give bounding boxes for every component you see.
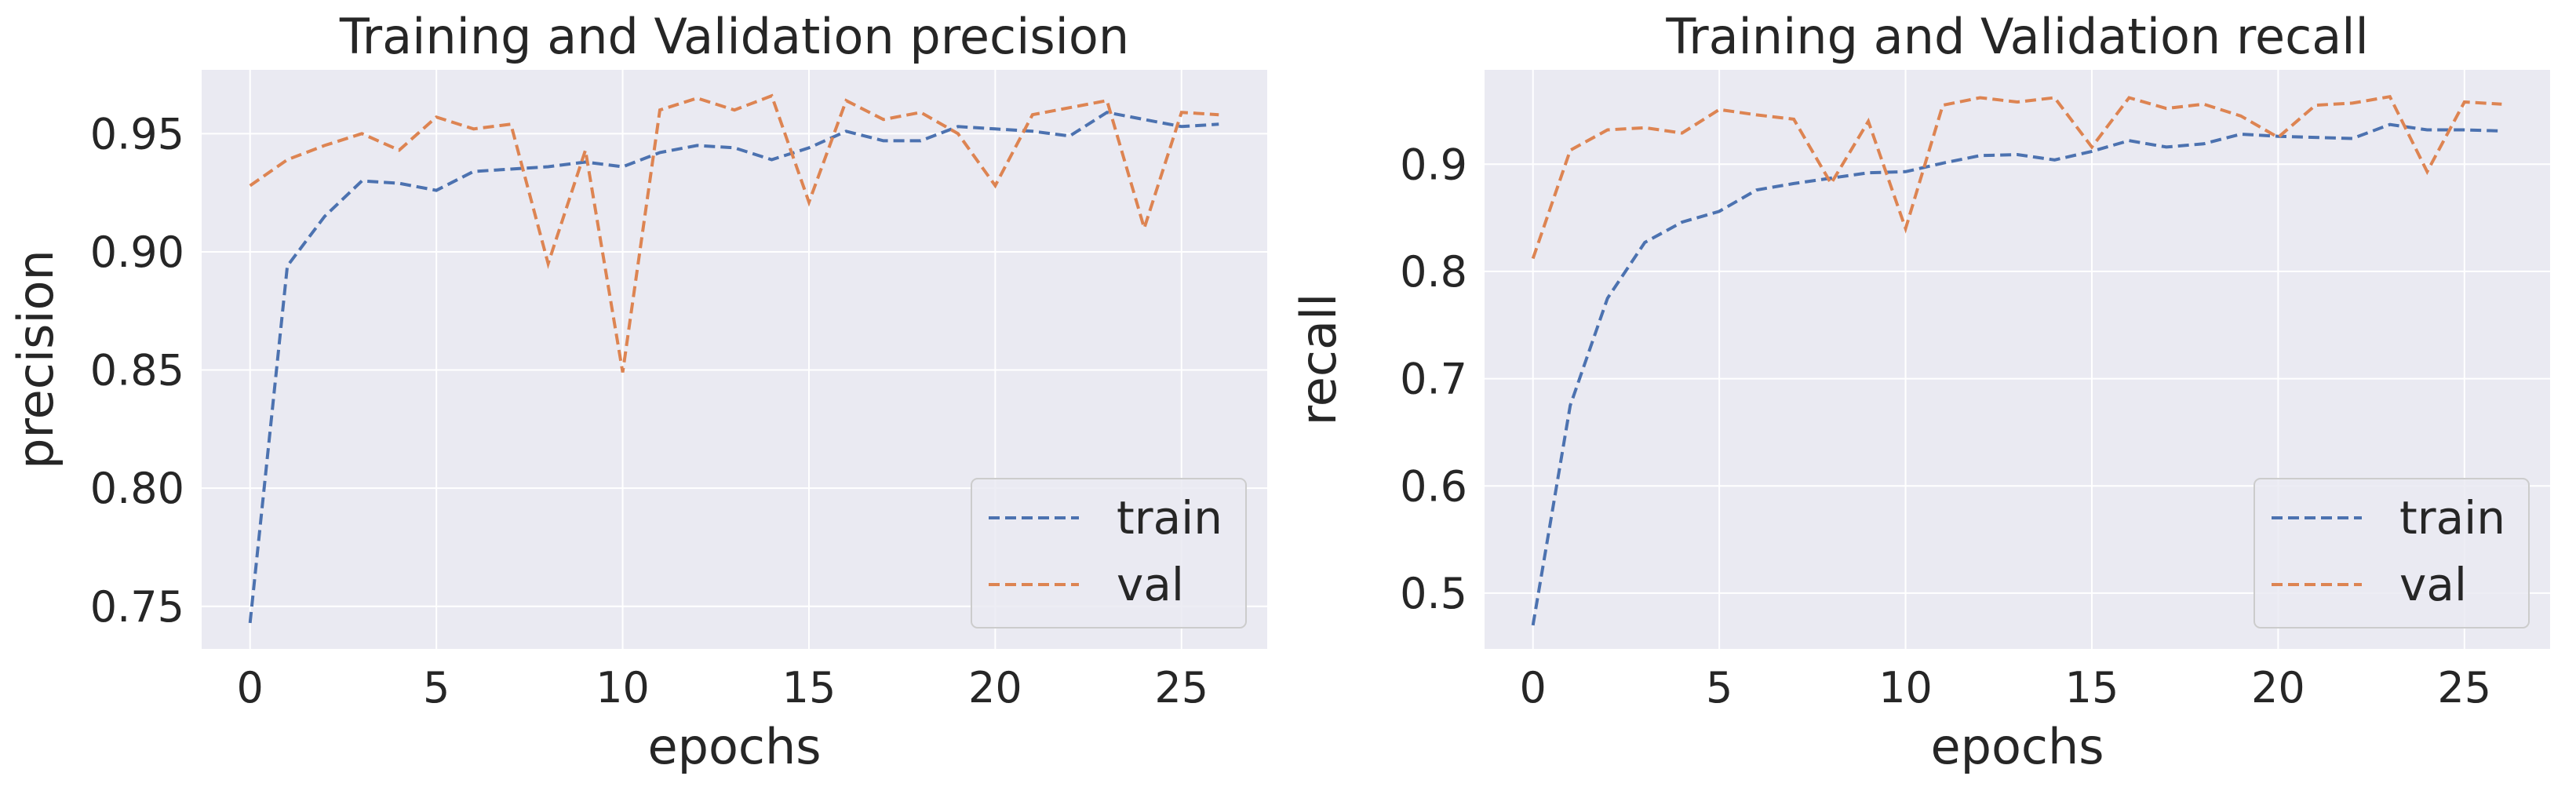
y-axis-label: recall [1290,293,1347,426]
legend-label-train: train [2399,491,2505,545]
y-tick-label: 0.95 [90,109,184,158]
x-axis-label: epochs [1930,718,2104,775]
y-tick-label: 0.8 [1400,247,1467,297]
y-axis-label: precision [7,250,64,469]
legend-box [971,478,1247,629]
y-tick-label: 0.6 [1400,461,1467,511]
x-tick-label: 0 [1520,663,1547,712]
y-tick-label: 0.5 [1400,569,1467,618]
x-tick-label: 25 [2437,663,2491,712]
x-tick-label: 10 [596,663,650,712]
series-line-val [249,93,1219,373]
legend-label-train: train [1117,491,1222,545]
x-tick-label: 5 [423,663,450,712]
chart-panel-1: 0 5 10 15 20 25 0.5 0.6 0.7 0.8 0.9 Training and Va… [1290,8,2550,775]
y-tick-label: 0.80 [90,464,184,513]
x-axis-label: epochs [647,718,821,775]
x-tick-label: 10 [1878,663,1933,712]
series-line-train [248,111,1219,624]
y-tick-label: 0.9 [1400,140,1467,189]
series-line-val [1531,94,2502,260]
chart-panel-0: 0 5 10 15 20 25 0.75 0.80 0.85 0.90 0.95 Training a… [7,8,1267,775]
y-tick-label: 0.7 [1400,355,1467,404]
y-tick-label: 0.90 [90,228,184,277]
chart-title: Training and Validation recall [1665,8,2368,65]
legend-label-val: val [1117,558,1184,611]
legend-box [2254,478,2530,629]
series-line-train [1531,122,2502,626]
x-tick-label: 5 [1706,663,1733,712]
legend: train val [2254,478,2530,629]
x-tick-label: 20 [968,663,1022,712]
y-tick-label: 0.75 [90,582,184,632]
x-tick-label: 15 [2065,663,2119,712]
x-tick-label: 0 [237,663,264,712]
legend-label-val: val [2399,558,2467,611]
x-tick-label: 25 [1154,663,1208,712]
chart-title: Training and Validation precision [339,8,1129,65]
y-tick-label: 0.85 [90,346,184,395]
legend: train val [971,478,1247,629]
x-tick-label: 15 [782,663,836,712]
x-tick-label: 20 [2251,663,2305,712]
